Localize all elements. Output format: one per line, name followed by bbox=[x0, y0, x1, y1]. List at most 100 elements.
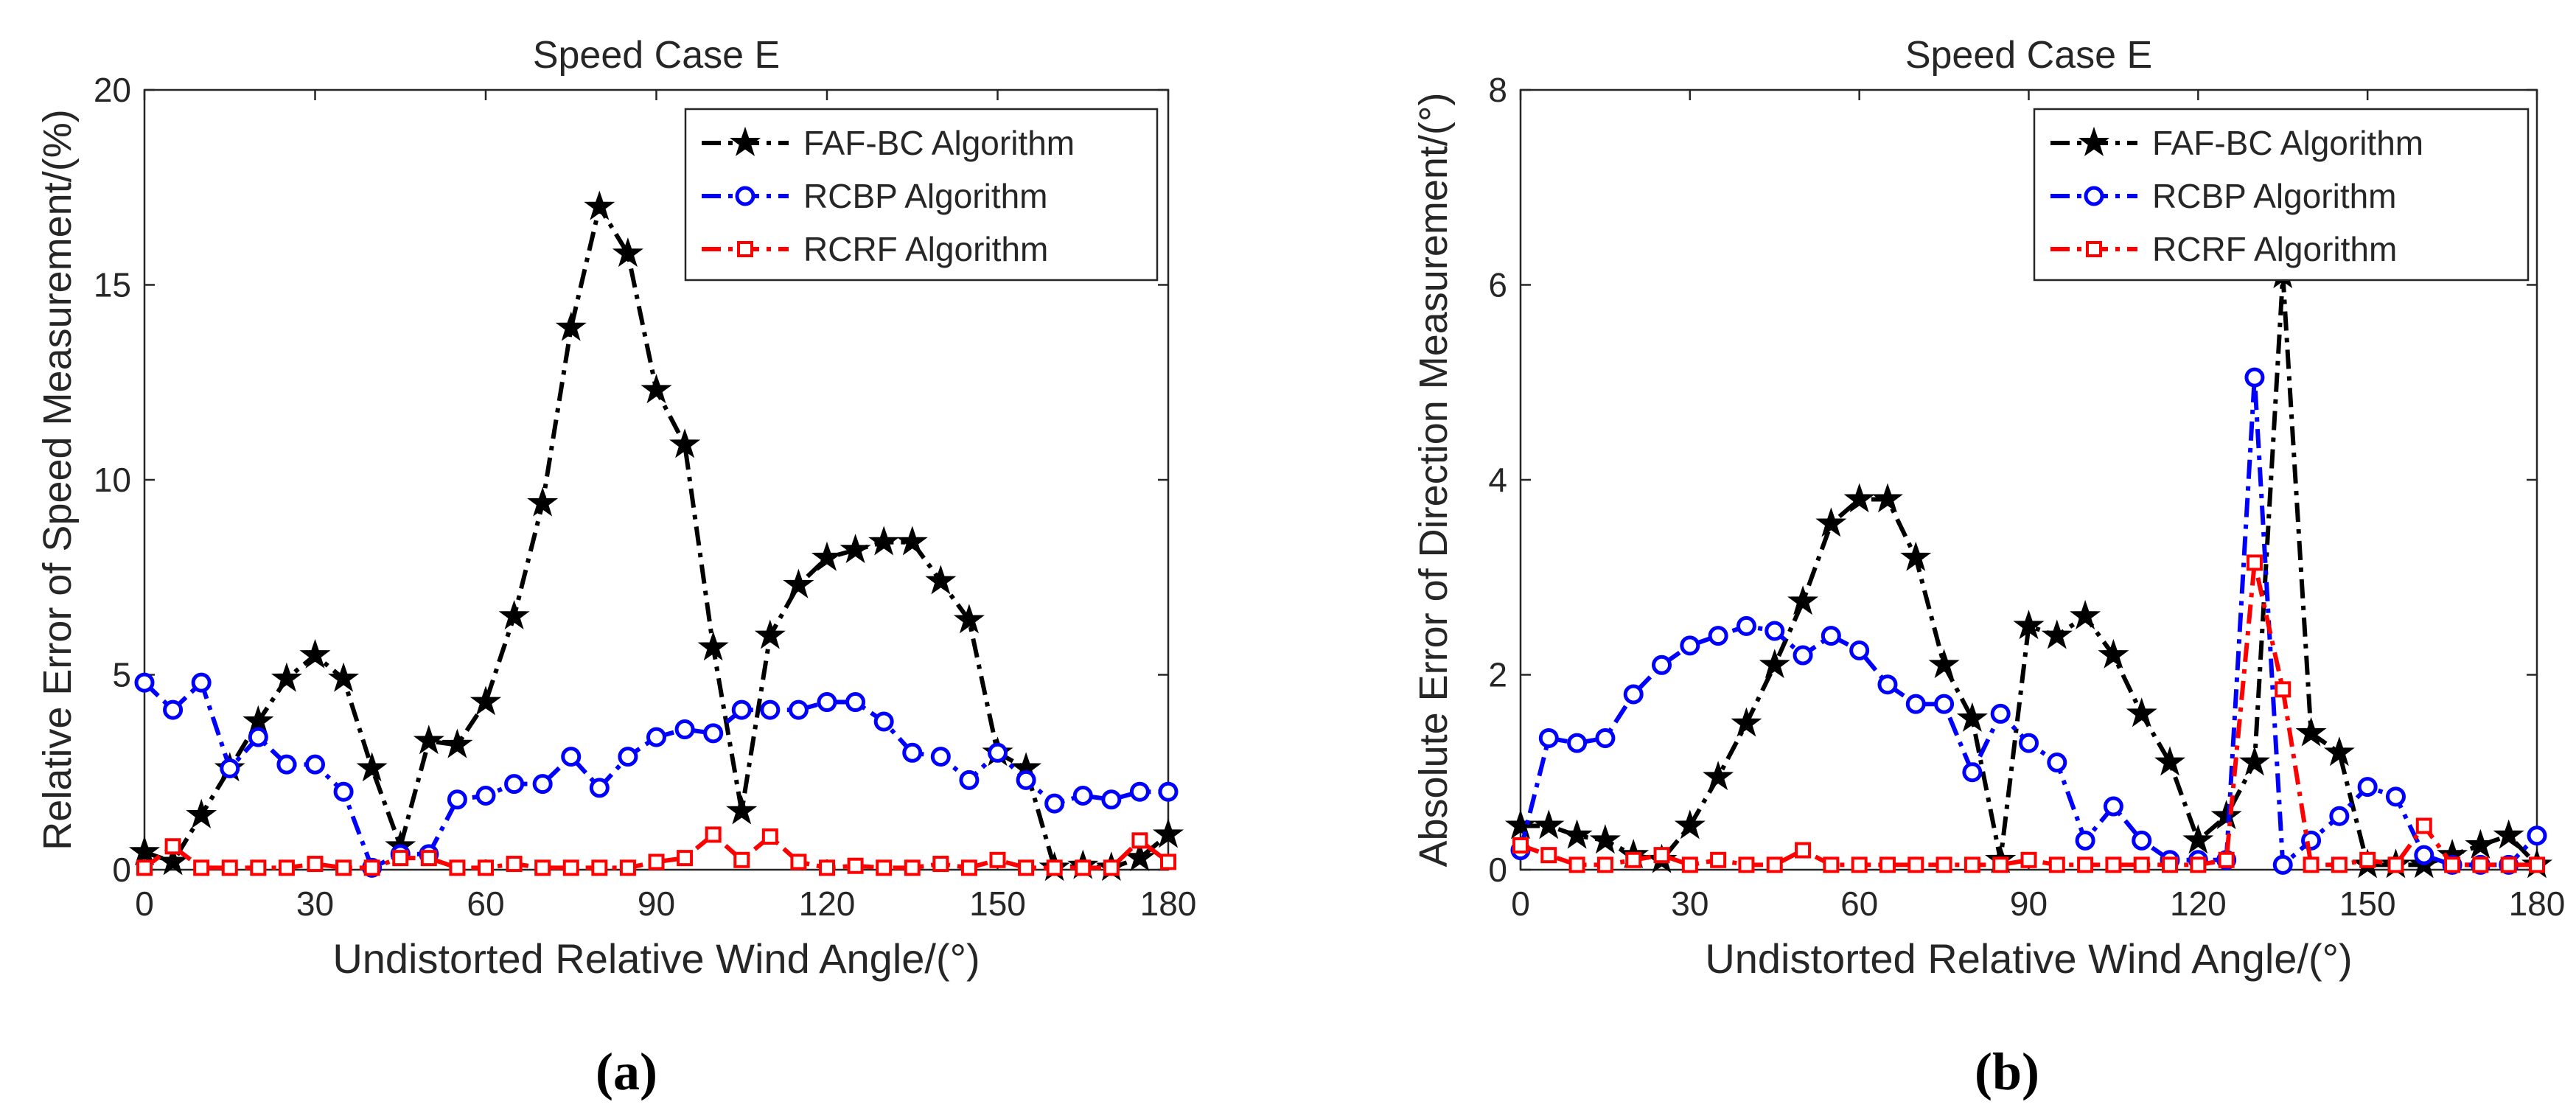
data-point bbox=[2126, 697, 2157, 727]
data-point bbox=[136, 859, 153, 876]
data-point bbox=[1623, 684, 1644, 705]
data-point bbox=[873, 711, 894, 732]
data-point bbox=[1538, 727, 1559, 748]
data-point bbox=[2331, 856, 2348, 873]
chart-title: Speed Case E bbox=[533, 34, 780, 77]
x-tick-label: 150 bbox=[969, 884, 1026, 923]
data-point bbox=[470, 685, 502, 716]
data-point bbox=[1962, 762, 1983, 783]
data-point bbox=[220, 758, 240, 778]
data-point bbox=[1759, 649, 1790, 679]
data-point bbox=[1765, 621, 1785, 641]
data-point bbox=[2132, 830, 2152, 851]
data-point bbox=[1793, 645, 1813, 666]
data-point bbox=[2103, 796, 2123, 817]
data-point bbox=[164, 838, 181, 855]
data-point bbox=[868, 526, 900, 556]
x-axis-label: Undistorted Relative Wind Angle/(°) bbox=[1705, 935, 2352, 982]
data-point bbox=[242, 705, 274, 735]
data-point bbox=[392, 850, 409, 867]
x-tick-label: 90 bbox=[638, 884, 675, 923]
data-point bbox=[612, 237, 643, 268]
data-point bbox=[932, 856, 949, 873]
data-point bbox=[754, 619, 786, 649]
data-point bbox=[584, 190, 615, 220]
y-tick-label: 20 bbox=[94, 71, 131, 109]
data-point bbox=[1905, 694, 1926, 714]
data-point bbox=[2472, 856, 2489, 873]
data-point bbox=[1160, 854, 1176, 870]
data-point bbox=[305, 754, 325, 775]
data-point bbox=[1815, 507, 1847, 537]
data-point bbox=[441, 728, 473, 758]
data-point bbox=[1533, 809, 1565, 840]
data-point bbox=[1653, 847, 1670, 864]
data-point bbox=[2162, 856, 2179, 873]
data-point bbox=[733, 851, 750, 868]
data-point bbox=[504, 774, 525, 795]
data-point bbox=[248, 727, 268, 747]
data-point bbox=[760, 699, 781, 720]
y-tick-label: 15 bbox=[94, 266, 131, 304]
data-point bbox=[1596, 856, 1613, 873]
data-point bbox=[761, 828, 778, 845]
data-point bbox=[1731, 707, 1762, 737]
data-point bbox=[589, 778, 610, 798]
legend-marker bbox=[729, 126, 761, 156]
legend-label: RCBP Algorithm bbox=[803, 177, 1048, 215]
legend-marker bbox=[2084, 186, 2104, 206]
data-point bbox=[2493, 819, 2524, 849]
data-point bbox=[674, 719, 695, 740]
data-point bbox=[1964, 856, 1980, 873]
data-point bbox=[960, 859, 977, 876]
data-point bbox=[191, 672, 212, 693]
legend-marker bbox=[737, 241, 753, 257]
data-point bbox=[1589, 824, 1621, 854]
data-point bbox=[2020, 851, 2037, 868]
data-point bbox=[270, 662, 302, 692]
data-point bbox=[186, 798, 217, 828]
legend-label: RCBP Algorithm bbox=[2152, 177, 2397, 215]
data-point bbox=[2303, 856, 2320, 873]
data-point bbox=[157, 845, 189, 876]
data-point bbox=[2210, 800, 2242, 830]
data-point bbox=[299, 638, 331, 669]
data-point bbox=[1016, 769, 1036, 790]
data-point bbox=[783, 568, 814, 598]
data-point bbox=[618, 747, 638, 767]
data-point bbox=[1928, 649, 1960, 679]
x-tick-label: 0 bbox=[1511, 884, 1530, 923]
data-point bbox=[1540, 847, 1557, 864]
data-point bbox=[1703, 761, 1734, 791]
legend-marker bbox=[735, 186, 755, 206]
y-tick-label: 2 bbox=[1488, 656, 1507, 694]
data-point bbox=[2182, 824, 2214, 854]
data-point bbox=[2359, 851, 2376, 868]
data-point bbox=[1736, 615, 1756, 636]
data-point bbox=[2154, 746, 2186, 776]
data-point bbox=[1787, 585, 1819, 615]
data-point bbox=[1680, 635, 1700, 656]
data-point bbox=[811, 541, 843, 571]
x-tick-label: 60 bbox=[1840, 884, 1878, 923]
legend: FAF-BC Algorithm RCBP Algorithm RCRF Algor… bbox=[684, 108, 1159, 282]
x-tick-label: 150 bbox=[2339, 884, 2396, 923]
data-point bbox=[1129, 781, 1150, 802]
y-tick-label: 8 bbox=[1488, 71, 1507, 109]
data-point bbox=[2075, 830, 2095, 851]
data-point bbox=[1936, 856, 1952, 873]
data-point bbox=[1907, 856, 1924, 873]
data-point bbox=[307, 856, 324, 873]
data-point bbox=[953, 604, 985, 634]
data-point bbox=[819, 859, 835, 876]
data-point bbox=[2275, 681, 2291, 698]
data-point bbox=[845, 692, 866, 713]
data-point bbox=[2077, 856, 2094, 873]
data-point bbox=[163, 699, 184, 720]
chart-title: Speed Case E bbox=[1905, 34, 2152, 77]
data-point bbox=[356, 752, 388, 782]
series-rcrf bbox=[136, 826, 1176, 876]
data-point bbox=[726, 795, 758, 825]
data-point bbox=[2385, 786, 2406, 807]
data-point bbox=[2500, 856, 2517, 873]
